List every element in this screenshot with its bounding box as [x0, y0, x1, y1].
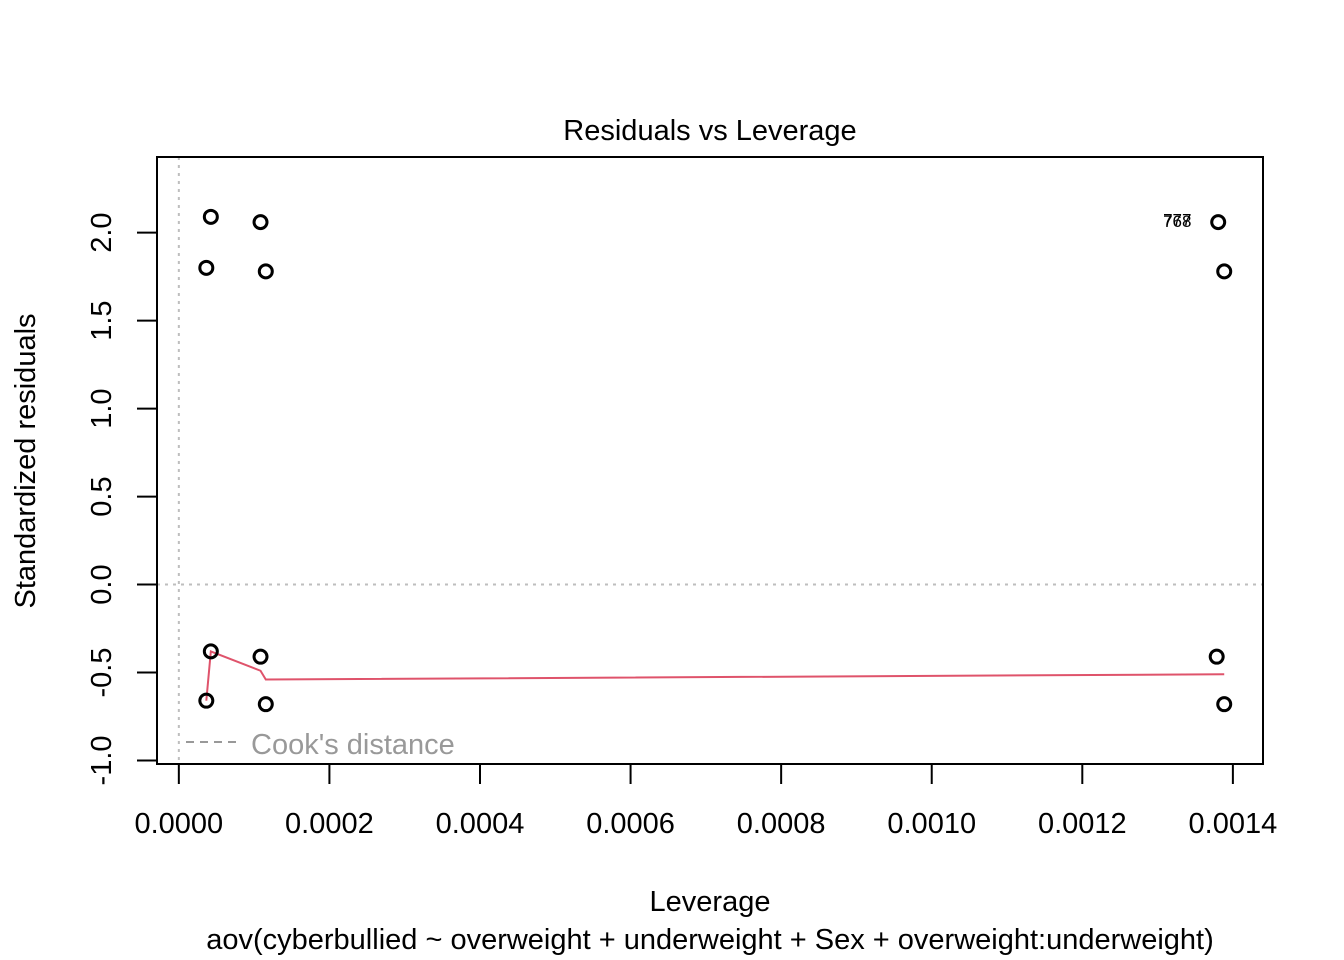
- y-tick-label: 1.0: [86, 388, 118, 428]
- points-layer: [198, 208, 1233, 713]
- reference-lines: [157, 157, 1263, 764]
- x-tick-label: 0.0008: [737, 808, 826, 840]
- x-tick-label: 0.0002: [285, 808, 374, 840]
- y-tick-label: 0.0: [86, 564, 118, 604]
- x-tick-label: 0.0006: [586, 808, 675, 840]
- data-point: [202, 208, 219, 225]
- x-tick-label: 0.0010: [887, 808, 976, 840]
- legend: Cook's distance: [186, 729, 455, 761]
- x-axis: 0.0000 0.0002 0.0004 0.0006 0.0008 0.0010 0.00…: [134, 763, 1278, 840]
- legend-label: Cook's distance: [251, 729, 455, 761]
- chart-title: Residuals vs Leverage: [563, 115, 856, 147]
- data-point: [252, 648, 269, 665]
- data-point: [1216, 263, 1233, 280]
- y-tick-label: 0.5: [86, 476, 118, 516]
- plot-frame: [156, 156, 1264, 765]
- point-label: 768: [1163, 212, 1191, 231]
- data-point: [1210, 214, 1227, 231]
- data-point: [257, 696, 274, 713]
- data-point: [1216, 696, 1233, 713]
- y-tick-label: -1.0: [86, 735, 118, 785]
- x-tick-label: 0.0012: [1038, 808, 1127, 840]
- data-point: [257, 263, 274, 280]
- data-point: [252, 214, 269, 231]
- y-tick-label: 2.0: [86, 212, 118, 252]
- x-tick-label: 0.0014: [1189, 808, 1278, 840]
- data-point: [198, 259, 215, 276]
- smooth-line-layer: [205, 649, 1225, 701]
- smooth-line: [205, 649, 1225, 701]
- data-point: [1208, 648, 1225, 665]
- y-axis: -1.0 -0.5 0.0 0.5 1.0 1.5 2.0: [86, 212, 158, 785]
- y-tick-label: -0.5: [86, 648, 118, 698]
- x-tick-label: 0.0004: [436, 808, 525, 840]
- x-axis-label: Leverage: [650, 886, 771, 918]
- point-label: 777: [1163, 210, 1191, 229]
- data-point: [198, 692, 215, 709]
- data-point: [202, 643, 219, 660]
- y-tick-label: 1.5: [86, 300, 118, 340]
- chart-subtitle: aov(cyberbullied ~ overweight + underwei…: [206, 924, 1214, 956]
- y-axis-label: Standardized residuals: [10, 313, 42, 608]
- x-tick-label: 0.0000: [134, 808, 223, 840]
